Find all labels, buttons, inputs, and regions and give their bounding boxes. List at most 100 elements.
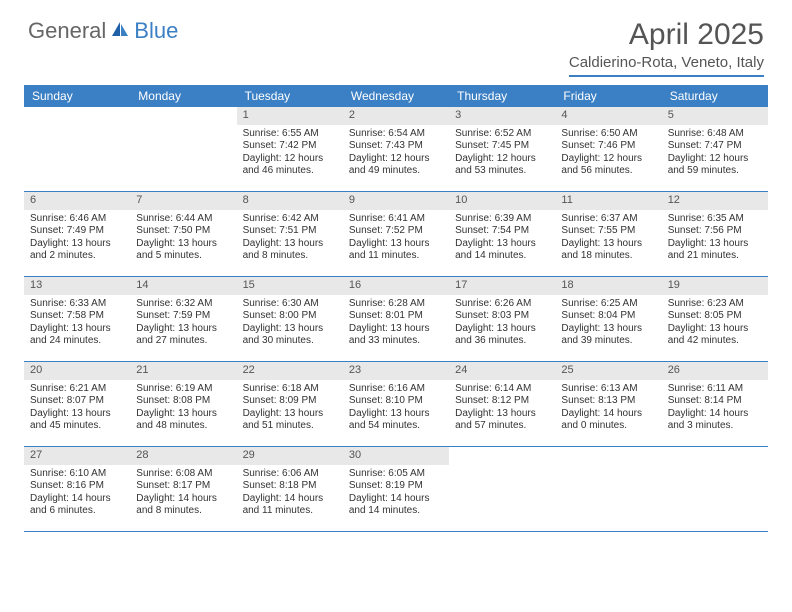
day-line-daylight1: Daylight: 13 hours: [668, 238, 762, 251]
day-line-daylight2: and 36 minutes.: [455, 335, 549, 348]
day-cell: 23Sunrise: 6:16 AMSunset: 8:10 PMDayligh…: [343, 362, 449, 446]
day-line-daylight2: and 45 minutes.: [30, 420, 124, 433]
day-cell: 22Sunrise: 6:18 AMSunset: 8:09 PMDayligh…: [237, 362, 343, 446]
day-number: 21: [130, 362, 236, 380]
weekday-label: Thursday: [449, 85, 555, 107]
day-line-sunset: Sunset: 7:59 PM: [136, 310, 230, 323]
weekday-label: Monday: [130, 85, 236, 107]
calendar: SundayMondayTuesdayWednesdayThursdayFrid…: [24, 85, 768, 532]
day-number: 28: [130, 447, 236, 465]
day-line-sunrise: Sunrise: 6:41 AM: [349, 213, 443, 226]
day-number: 19: [662, 277, 768, 295]
day-line-sunset: Sunset: 7:49 PM: [30, 225, 124, 238]
day-line-sunset: Sunset: 7:47 PM: [668, 140, 762, 153]
day-body: Sunrise: 6:21 AMSunset: 8:07 PMDaylight:…: [24, 382, 130, 437]
day-number: 25: [555, 362, 661, 380]
location-text: Caldierino-Rota, Veneto, Italy: [569, 54, 764, 77]
day-line-sunrise: Sunrise: 6:08 AM: [136, 468, 230, 481]
day-line-daylight1: Daylight: 14 hours: [668, 408, 762, 421]
day-line-sunset: Sunset: 8:07 PM: [30, 395, 124, 408]
day-number: 16: [343, 277, 449, 295]
logo-sail-icon: [110, 18, 130, 44]
day-line-daylight2: and 3 minutes.: [668, 420, 762, 433]
day-line-sunset: Sunset: 7:43 PM: [349, 140, 443, 153]
day-line-daylight2: and 49 minutes.: [349, 165, 443, 178]
day-number: 5: [662, 107, 768, 125]
week-row: 1Sunrise: 6:55 AMSunset: 7:42 PMDaylight…: [24, 107, 768, 192]
day-line-sunset: Sunset: 8:16 PM: [30, 480, 124, 493]
day-line-sunrise: Sunrise: 6:37 AM: [561, 213, 655, 226]
day-line-daylight2: and 5 minutes.: [136, 250, 230, 263]
weekday-label: Wednesday: [343, 85, 449, 107]
week-row: 6Sunrise: 6:46 AMSunset: 7:49 PMDaylight…: [24, 192, 768, 277]
day-cell: 18Sunrise: 6:25 AMSunset: 8:04 PMDayligh…: [555, 277, 661, 361]
day-number: 10: [449, 192, 555, 210]
day-line-sunset: Sunset: 7:54 PM: [455, 225, 549, 238]
day-line-sunrise: Sunrise: 6:16 AM: [349, 383, 443, 396]
day-line-daylight2: and 2 minutes.: [30, 250, 124, 263]
day-body: Sunrise: 6:19 AMSunset: 8:08 PMDaylight:…: [130, 382, 236, 437]
day-body: Sunrise: 6:26 AMSunset: 8:03 PMDaylight:…: [449, 297, 555, 352]
weekday-label: Sunday: [24, 85, 130, 107]
day-line-sunrise: Sunrise: 6:44 AM: [136, 213, 230, 226]
day-line-daylight2: and 24 minutes.: [30, 335, 124, 348]
month-title: April 2025: [569, 18, 764, 52]
day-line-sunset: Sunset: 7:46 PM: [561, 140, 655, 153]
day-line-sunset: Sunset: 7:45 PM: [455, 140, 549, 153]
day-line-sunset: Sunset: 7:42 PM: [243, 140, 337, 153]
day-line-sunset: Sunset: 7:56 PM: [668, 225, 762, 238]
day-cell: 12Sunrise: 6:35 AMSunset: 7:56 PMDayligh…: [662, 192, 768, 276]
day-line-sunrise: Sunrise: 6:54 AM: [349, 128, 443, 141]
day-line-daylight2: and 8 minutes.: [136, 505, 230, 518]
day-line-daylight1: Daylight: 12 hours: [455, 153, 549, 166]
day-line-sunset: Sunset: 8:12 PM: [455, 395, 549, 408]
day-cell: 16Sunrise: 6:28 AMSunset: 8:01 PMDayligh…: [343, 277, 449, 361]
day-body: Sunrise: 6:10 AMSunset: 8:16 PMDaylight:…: [24, 467, 130, 522]
day-number: 18: [555, 277, 661, 295]
day-line-daylight1: Daylight: 12 hours: [349, 153, 443, 166]
day-body: Sunrise: 6:18 AMSunset: 8:09 PMDaylight:…: [237, 382, 343, 437]
day-line-daylight2: and 21 minutes.: [668, 250, 762, 263]
day-line-sunrise: Sunrise: 6:06 AM: [243, 468, 337, 481]
day-body: Sunrise: 6:42 AMSunset: 7:51 PMDaylight:…: [237, 212, 343, 267]
day-cell: 10Sunrise: 6:39 AMSunset: 7:54 PMDayligh…: [449, 192, 555, 276]
day-cell: 4Sunrise: 6:50 AMSunset: 7:46 PMDaylight…: [555, 107, 661, 191]
day-body: Sunrise: 6:33 AMSunset: 7:58 PMDaylight:…: [24, 297, 130, 352]
day-cell: 1Sunrise: 6:55 AMSunset: 7:42 PMDaylight…: [237, 107, 343, 191]
day-body: Sunrise: 6:44 AMSunset: 7:50 PMDaylight:…: [130, 212, 236, 267]
day-number: 9: [343, 192, 449, 210]
day-line-daylight1: Daylight: 13 hours: [455, 238, 549, 251]
day-line-sunset: Sunset: 7:52 PM: [349, 225, 443, 238]
day-cell: [24, 107, 130, 191]
day-cell: 8Sunrise: 6:42 AMSunset: 7:51 PMDaylight…: [237, 192, 343, 276]
day-body: Sunrise: 6:46 AMSunset: 7:49 PMDaylight:…: [24, 212, 130, 267]
title-block: April 2025 Caldierino-Rota, Veneto, Ital…: [569, 18, 764, 77]
day-line-sunrise: Sunrise: 6:48 AM: [668, 128, 762, 141]
day-line-sunrise: Sunrise: 6:19 AM: [136, 383, 230, 396]
logo-text-blue: Blue: [134, 18, 178, 44]
day-body: Sunrise: 6:50 AMSunset: 7:46 PMDaylight:…: [555, 127, 661, 182]
day-line-daylight1: Daylight: 14 hours: [30, 493, 124, 506]
day-cell: 27Sunrise: 6:10 AMSunset: 8:16 PMDayligh…: [24, 447, 130, 531]
day-line-sunrise: Sunrise: 6:14 AM: [455, 383, 549, 396]
day-line-daylight1: Daylight: 13 hours: [243, 238, 337, 251]
day-line-sunrise: Sunrise: 6:18 AM: [243, 383, 337, 396]
day-line-sunrise: Sunrise: 6:23 AM: [668, 298, 762, 311]
day-line-daylight2: and 14 minutes.: [455, 250, 549, 263]
day-cell: 6Sunrise: 6:46 AMSunset: 7:49 PMDaylight…: [24, 192, 130, 276]
day-number: 15: [237, 277, 343, 295]
day-line-daylight2: and 0 minutes.: [561, 420, 655, 433]
day-line-daylight2: and 57 minutes.: [455, 420, 549, 433]
day-body: Sunrise: 6:16 AMSunset: 8:10 PMDaylight:…: [343, 382, 449, 437]
day-line-sunrise: Sunrise: 6:50 AM: [561, 128, 655, 141]
day-line-sunset: Sunset: 8:01 PM: [349, 310, 443, 323]
day-body: Sunrise: 6:41 AMSunset: 7:52 PMDaylight:…: [343, 212, 449, 267]
day-line-daylight1: Daylight: 13 hours: [349, 323, 443, 336]
day-number: 26: [662, 362, 768, 380]
day-body: Sunrise: 6:52 AMSunset: 7:45 PMDaylight:…: [449, 127, 555, 182]
day-line-sunrise: Sunrise: 6:25 AM: [561, 298, 655, 311]
day-body: Sunrise: 6:13 AMSunset: 8:13 PMDaylight:…: [555, 382, 661, 437]
day-cell: 20Sunrise: 6:21 AMSunset: 8:07 PMDayligh…: [24, 362, 130, 446]
day-line-sunrise: Sunrise: 6:30 AM: [243, 298, 337, 311]
weekday-header-row: SundayMondayTuesdayWednesdayThursdayFrid…: [24, 85, 768, 107]
